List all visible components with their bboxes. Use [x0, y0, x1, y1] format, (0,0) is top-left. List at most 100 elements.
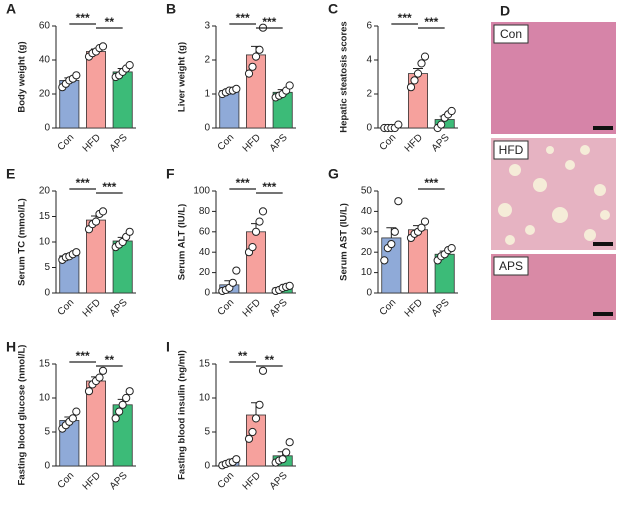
bar	[86, 51, 107, 129]
x-tick-label: HFD	[81, 297, 103, 319]
x-tick-label: Con	[56, 470, 77, 491]
x-tick-label: HFD	[403, 297, 425, 319]
caption-box	[493, 140, 529, 160]
x-tick-label: APS	[268, 297, 290, 319]
data-point	[72, 248, 81, 257]
y-tick-label: 40	[39, 55, 51, 66]
data-point	[380, 256, 389, 265]
y-tick-label: 0	[44, 123, 50, 134]
significance-label: ***	[398, 11, 412, 25]
y-tick-label: 10	[199, 393, 211, 404]
data-point	[258, 366, 268, 375]
scale-bar	[593, 242, 613, 246]
y-tick-label: 4	[366, 55, 372, 66]
data-point	[111, 414, 120, 423]
x-tick-label: HFD	[403, 132, 425, 154]
data-point	[244, 69, 254, 78]
significance-label: ***	[236, 11, 250, 25]
significance-label: ***	[76, 11, 90, 25]
significance-label: **	[105, 353, 115, 367]
chart-panel: F Serum ALT (IU/L) 0 20 40 60 80 100 Con HFD APS **…	[166, 166, 296, 320]
y-tick-label: 60	[39, 21, 51, 32]
data-point	[228, 278, 237, 287]
x-tick-label: Con	[216, 132, 237, 153]
significance-label: ***	[76, 176, 90, 190]
caption: APS	[499, 259, 523, 273]
x-tick-label: HFD	[81, 132, 103, 154]
significance-label: **	[265, 353, 275, 367]
significance-label: ***	[76, 349, 90, 363]
y-axis-label: Hepatic steatosis scores	[339, 21, 350, 132]
x-tick-label: APS	[268, 470, 290, 492]
data-point	[420, 52, 430, 61]
significance-label: ***	[424, 15, 438, 29]
y-axis-label: Serum ALT (IU/L)	[177, 204, 188, 281]
data-point	[258, 207, 268, 216]
caption-box	[493, 256, 529, 276]
bar	[245, 231, 266, 294]
y-tick-label: 20	[199, 267, 211, 278]
data-point	[232, 266, 241, 275]
data-point	[91, 217, 101, 226]
y-axis-label: Fasting blood glucose (nmol/L)	[17, 345, 28, 486]
significance-label: **	[238, 349, 248, 363]
data-point	[447, 244, 456, 253]
y-tick-label: 0	[366, 288, 372, 299]
data-point	[278, 455, 287, 464]
data-point	[410, 76, 419, 85]
y-axis-label: Serum AST (IU/L)	[339, 203, 350, 281]
data-point	[72, 407, 81, 416]
data-point	[413, 69, 423, 78]
y-axis-label: Fasting blood insulin (ng/ml)	[177, 350, 188, 480]
panel-label: A	[6, 1, 16, 17]
significance-label: ***	[424, 176, 438, 190]
y-tick-label: 0	[44, 461, 50, 472]
data-point	[417, 223, 426, 232]
data-point	[118, 400, 127, 409]
y-tick-label: 5	[44, 427, 50, 438]
y-tick-label: 15	[199, 359, 211, 370]
significance-label: ***	[236, 176, 250, 190]
data-point	[390, 227, 399, 236]
data-point	[255, 45, 264, 54]
data-point	[394, 197, 403, 206]
data-point	[437, 120, 446, 129]
data-point	[122, 393, 131, 403]
y-tick-label: 100	[193, 186, 210, 197]
x-tick-label: APS	[108, 132, 130, 154]
panel-label: B	[166, 1, 176, 17]
y-tick-label: 40	[199, 247, 211, 258]
significance-label: ***	[102, 180, 116, 194]
data-point	[244, 434, 254, 443]
data-point	[285, 281, 294, 290]
chart-panel: B Liver weight (g) 0 1 2 3 Con HFD APS *** ***	[166, 1, 296, 155]
data-point	[248, 427, 257, 437]
y-tick-label: 20	[39, 186, 51, 197]
y-tick-label: 20	[39, 89, 51, 100]
x-tick-label: HFD	[241, 470, 263, 492]
data-point	[285, 438, 294, 447]
panel-label: E	[6, 166, 15, 182]
data-point	[232, 455, 241, 464]
data-point	[394, 120, 403, 129]
data-point	[95, 373, 104, 382]
data-point	[248, 243, 257, 252]
caption-box	[493, 24, 529, 44]
y-tick-label: 2	[366, 89, 372, 100]
y-tick-label: 0	[204, 123, 210, 134]
data-point	[98, 42, 108, 51]
y-axis-label: Liver weight (g)	[177, 42, 188, 112]
x-tick-label: Con	[216, 470, 237, 491]
panel-label: I	[166, 339, 170, 355]
y-tick-label: 40	[361, 206, 373, 217]
data-point	[251, 414, 261, 423]
data-point	[387, 239, 396, 249]
y-axis-label: Body weight (g)	[17, 41, 28, 112]
y-tick-label: 15	[39, 211, 51, 222]
data-point	[406, 83, 416, 92]
x-tick-label: APS	[108, 297, 130, 319]
chart-panel: I Fasting blood insulin (ng/ml) 0 5 10 15 Con H…	[166, 339, 296, 493]
